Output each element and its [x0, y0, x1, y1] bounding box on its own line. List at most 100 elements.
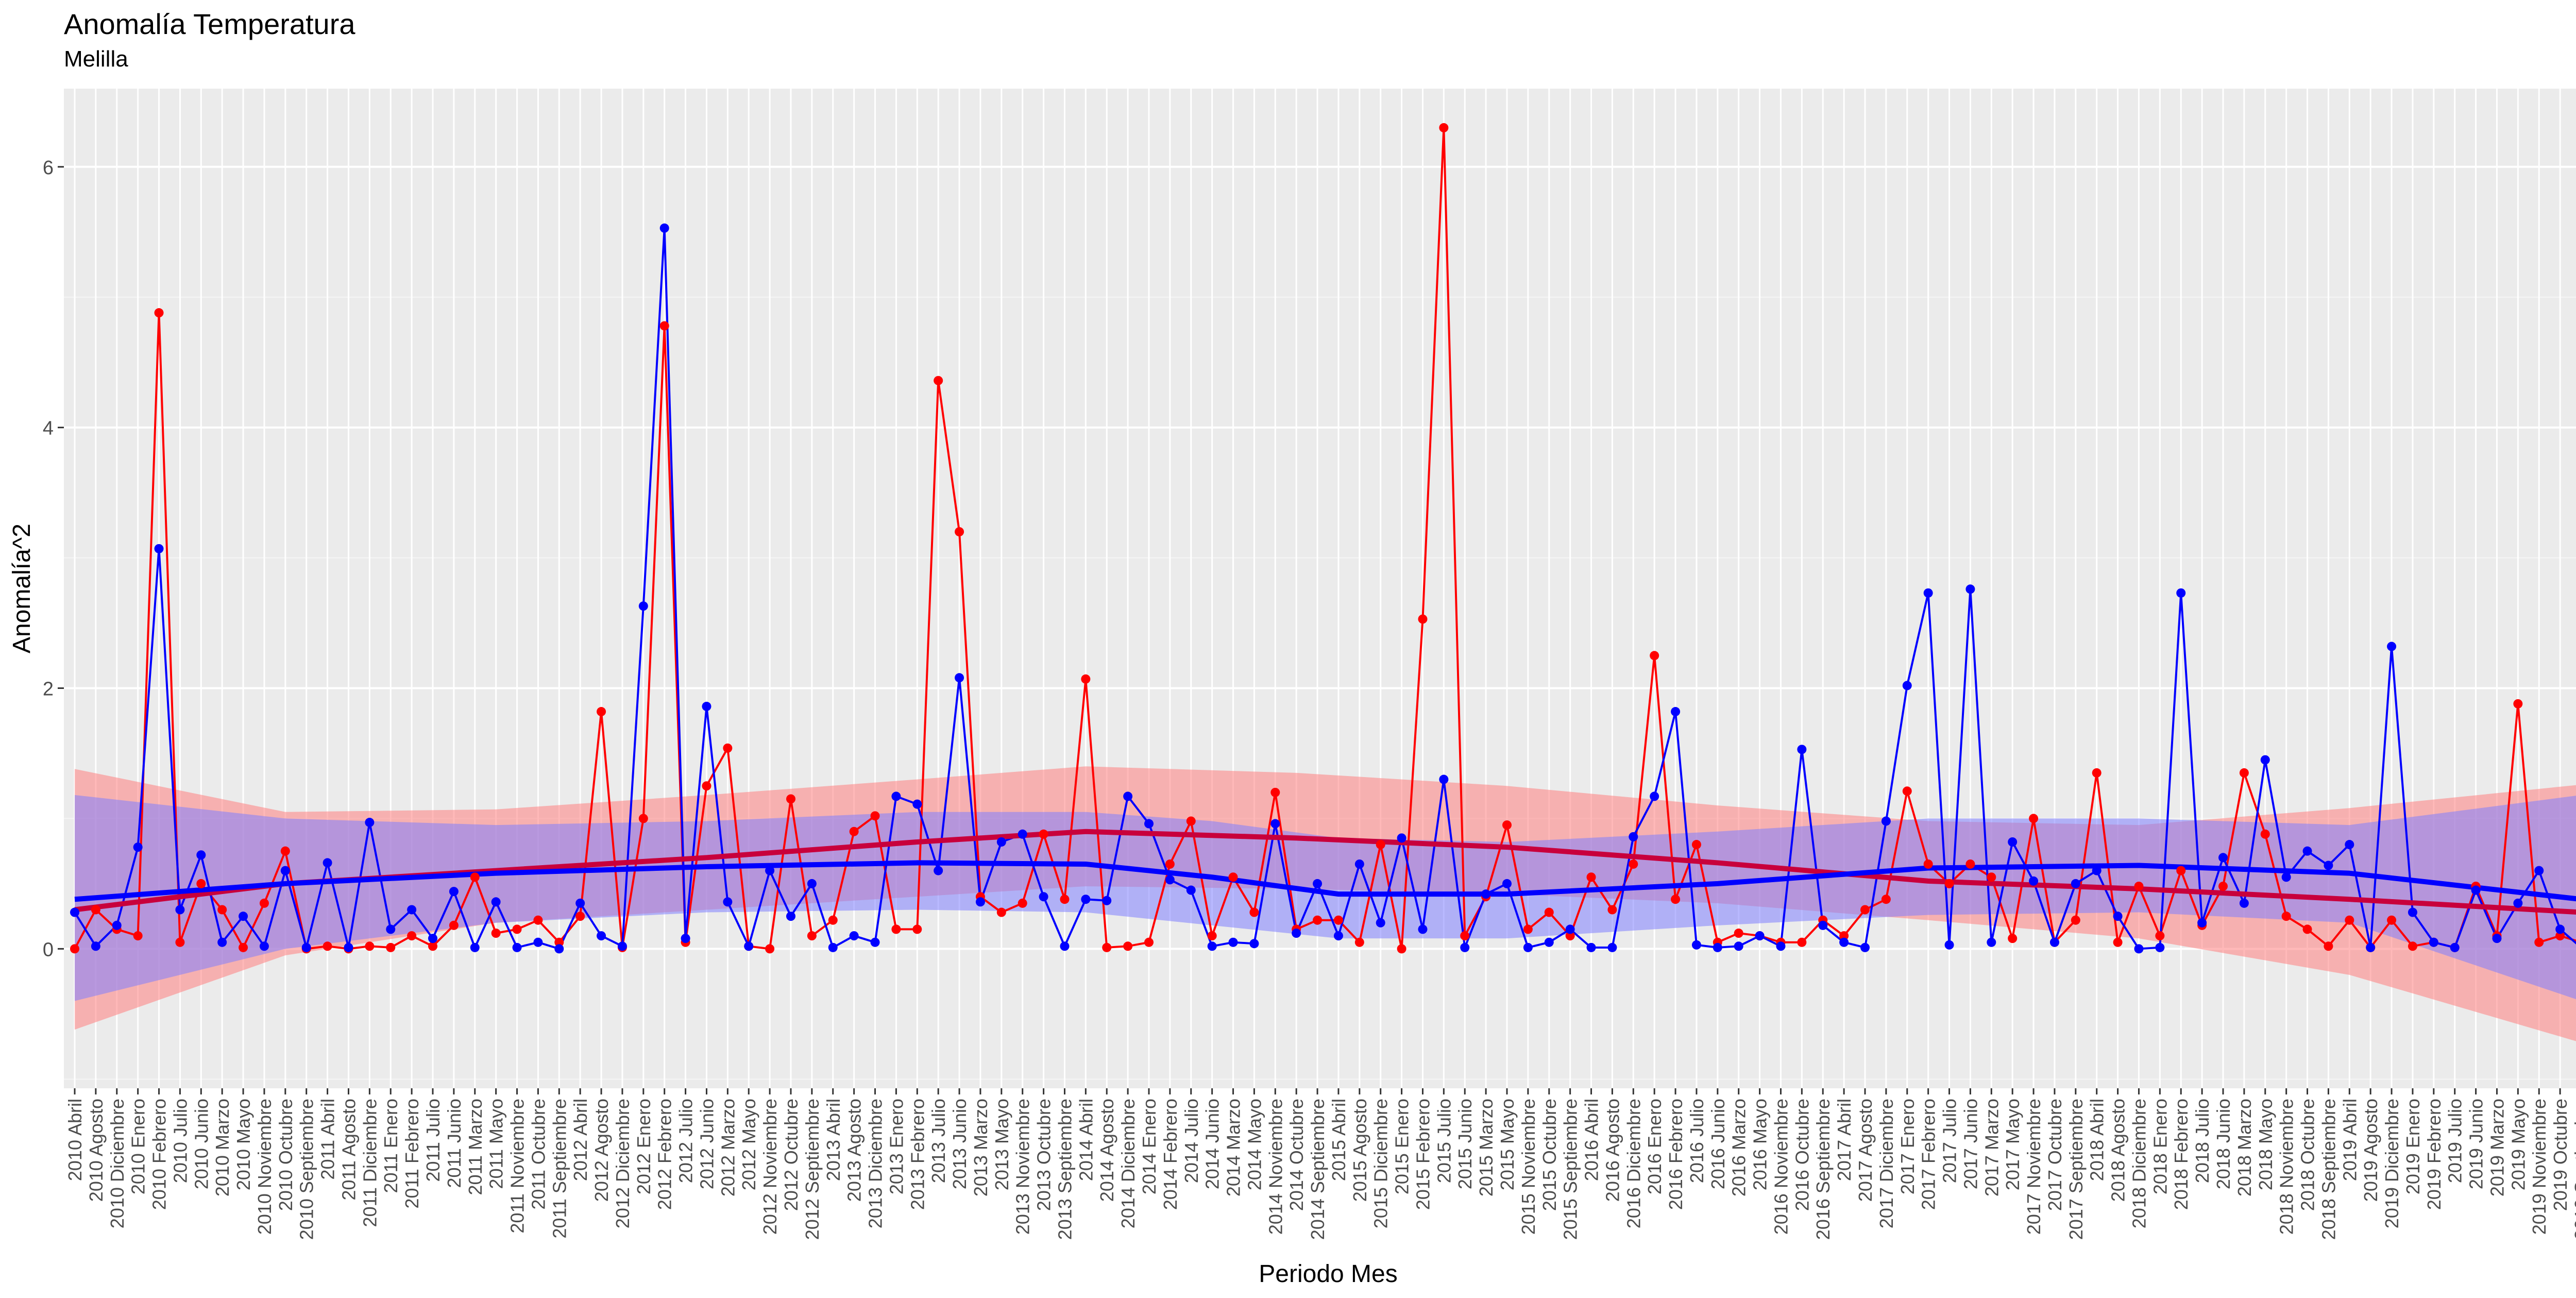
x-tick-label: 2013 Junio: [949, 1099, 970, 1189]
data-point-1-3: [133, 842, 143, 852]
x-tick-label: 2016 Marzo: [1728, 1099, 1750, 1196]
data-point-0-64: [1418, 614, 1428, 624]
x-tick-label: 2013 Julio: [928, 1099, 949, 1183]
data-point-0-24: [575, 912, 585, 921]
x-tick-label: 2016 Abril: [1581, 1099, 1602, 1181]
x-tick-label: 2017 Julio: [1939, 1099, 1960, 1183]
data-point-1-105: [2281, 872, 2291, 882]
x-tick-label: 2012 Enero: [633, 1099, 654, 1194]
x-tick-label: 2018 Marzo: [2234, 1099, 2255, 1196]
data-point-0-70: [1544, 907, 1554, 917]
x-tick-label: 2015 Junio: [1454, 1099, 1476, 1189]
data-point-0-71: [1565, 931, 1575, 941]
x-tick-label: 2012 Mayo: [738, 1099, 759, 1190]
x-tick-label: 2017 Septiembre: [2065, 1099, 2087, 1240]
data-point-0-0: [70, 944, 79, 954]
x-tick-label: 2011 Julio: [422, 1099, 444, 1182]
x-tick-label: 2014 Septiembre: [1307, 1099, 1328, 1240]
data-point-0-49: [1102, 942, 1112, 952]
data-point-0-91: [1987, 872, 1996, 882]
data-point-0-51: [1144, 937, 1154, 947]
x-tick-label: 2010 Marzo: [212, 1099, 233, 1196]
data-point-1-74: [1629, 832, 1638, 841]
data-point-0-89: [1944, 879, 1954, 888]
data-point-1-92: [2008, 837, 2018, 847]
x-tick-label: 2015 Diciembre: [1370, 1099, 1392, 1228]
data-point-1-53: [1186, 885, 1196, 895]
data-point-0-97: [2113, 937, 2123, 947]
data-point-1-46: [1039, 892, 1048, 902]
data-point-1-49: [1102, 896, 1112, 905]
data-point-0-84: [1839, 931, 1849, 941]
data-point-0-92: [2008, 934, 2018, 943]
data-point-1-58: [1292, 929, 1301, 938]
x-tick-label: 2015 Noviembre: [1518, 1099, 1539, 1235]
x-tick-label: 2016 Julio: [1686, 1099, 1707, 1183]
data-point-1-14: [365, 818, 375, 828]
x-tick-label: 2014 Febrero: [1160, 1099, 1181, 1210]
data-point-1-24: [575, 898, 585, 908]
data-point-0-79: [1734, 929, 1743, 938]
data-point-1-15: [386, 924, 396, 934]
y-tick-label: 0: [43, 939, 54, 960]
x-tick-label: 2014 Agosto: [1096, 1099, 1117, 1202]
data-point-0-3: [133, 931, 143, 941]
data-point-0-4: [154, 308, 164, 318]
data-point-0-60: [1333, 915, 1343, 925]
data-point-1-6: [196, 850, 206, 860]
data-point-0-65: [1439, 123, 1449, 132]
chart-title: Anomalía Temperatura: [64, 8, 355, 40]
data-point-0-9: [259, 898, 269, 908]
data-point-0-31: [723, 743, 733, 753]
x-tick-label: 2011 Febrero: [401, 1099, 422, 1208]
data-point-0-50: [1123, 941, 1133, 951]
data-point-1-70: [1544, 937, 1554, 947]
x-tick-label: 2014 Marzo: [1223, 1099, 1244, 1196]
x-tick-label: 2013 Enero: [886, 1099, 907, 1194]
x-tick-label: 2017 Abril: [1834, 1099, 1855, 1181]
x-tick-label: 2011 Junio: [444, 1099, 465, 1188]
data-point-1-96: [2092, 866, 2102, 875]
data-point-0-38: [870, 811, 880, 821]
x-tick-label: 2019 Julio: [2445, 1099, 2466, 1183]
data-point-0-68: [1502, 820, 1512, 830]
data-point-0-28: [659, 321, 669, 331]
x-tick-label: 2016 Diciembre: [1623, 1099, 1644, 1228]
x-tick-label: 2012 Febrero: [654, 1099, 675, 1210]
data-point-0-96: [2092, 768, 2102, 778]
data-point-1-21: [512, 942, 522, 952]
data-point-1-52: [1165, 875, 1175, 885]
data-point-1-54: [1207, 941, 1217, 951]
x-tick-label: 2018 Julio: [2192, 1099, 2213, 1183]
data-point-1-89: [1944, 940, 1954, 950]
data-point-1-78: [1713, 942, 1722, 952]
data-point-0-44: [996, 907, 1006, 917]
x-tick-label: 2012 Noviembre: [759, 1099, 781, 1235]
data-point-1-17: [428, 934, 437, 943]
y-tick-label: 6: [43, 157, 54, 179]
data-point-0-20: [491, 929, 501, 938]
data-point-1-61: [1354, 859, 1364, 869]
x-tick-label: 2013 Octubre: [1033, 1099, 1055, 1211]
data-point-1-83: [1818, 920, 1828, 930]
data-point-1-81: [1776, 941, 1786, 951]
x-tick-label: 2012 Diciembre: [612, 1099, 633, 1228]
data-point-1-41: [934, 866, 943, 875]
x-tick-label: 2013 Mayo: [991, 1099, 1012, 1190]
x-tick-label: 2018 Junio: [2213, 1099, 2234, 1189]
x-tick-label: 2015 Enero: [1392, 1099, 1413, 1194]
data-point-1-111: [2408, 907, 2417, 917]
data-point-1-101: [2197, 918, 2207, 928]
data-point-1-10: [280, 866, 290, 875]
x-tick-label: 2011 Mayo: [486, 1099, 507, 1189]
data-point-1-65: [1439, 774, 1449, 784]
data-point-0-56: [1249, 907, 1259, 917]
data-point-1-95: [2071, 879, 2080, 888]
x-tick-label: 2017 Noviembre: [2023, 1099, 2044, 1235]
y-axis-title: Anomalía^2: [8, 524, 36, 653]
data-point-1-25: [597, 931, 606, 941]
x-tick-label: 2018 Septiembre: [2318, 1099, 2339, 1240]
data-point-0-90: [1965, 859, 1975, 869]
